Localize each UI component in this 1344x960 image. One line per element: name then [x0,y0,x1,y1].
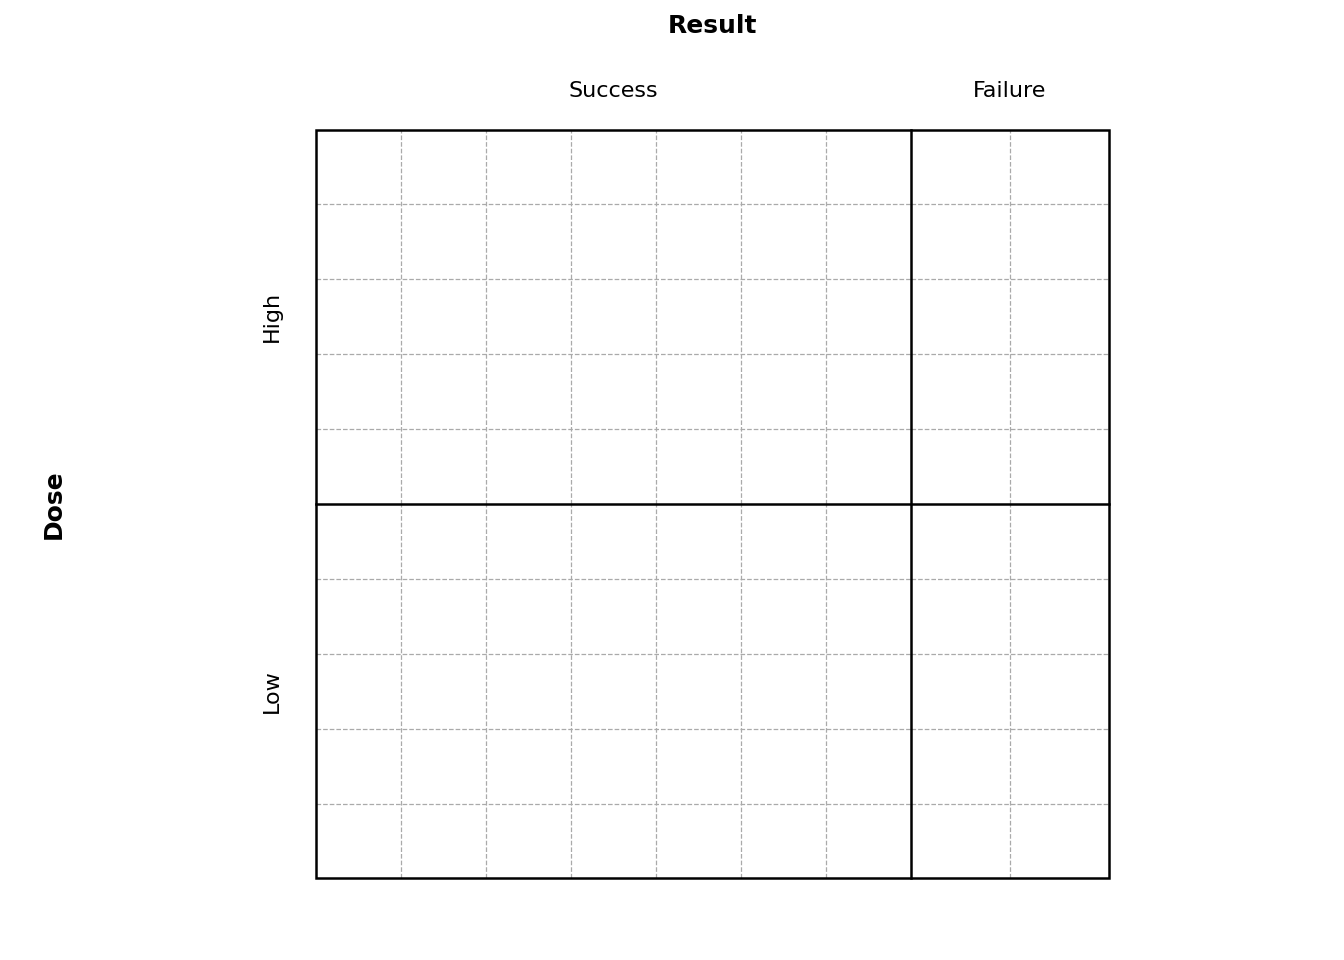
Text: Success: Success [569,81,659,101]
Text: Result: Result [668,14,757,38]
Bar [316,130,1109,878]
Text: Dose: Dose [42,469,66,539]
Text: Failure: Failure [973,81,1047,101]
Text: High: High [262,291,282,343]
Text: Low: Low [262,669,282,713]
